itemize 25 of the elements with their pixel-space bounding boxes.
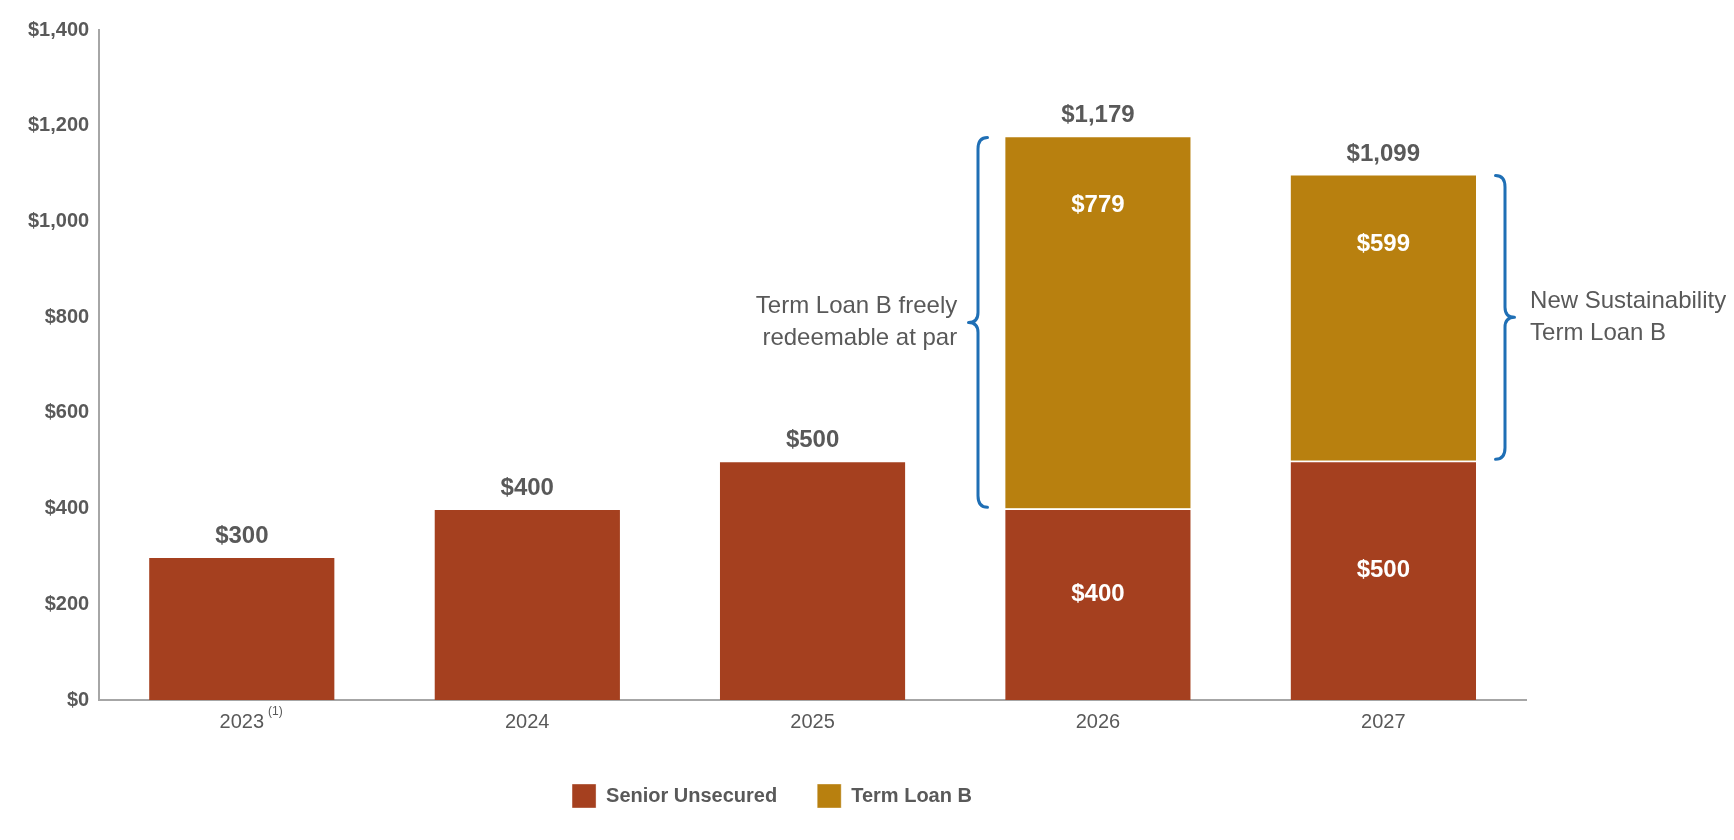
data-label: $500 <box>1356 554 1411 582</box>
y-tick-label: $1,400 <box>28 17 90 40</box>
total-label: $400 <box>500 473 554 501</box>
total-label: $500 <box>785 425 840 453</box>
legend-label: Senior Unsecured <box>606 783 778 806</box>
legend-label: Term Loan B <box>851 783 972 806</box>
x-tick-label: 2026 <box>1075 709 1121 732</box>
total-label: $1,179 <box>1061 100 1135 128</box>
x-tick-label: 2024 <box>504 709 550 732</box>
y-tick-label: $800 <box>44 304 90 327</box>
y-tick-label: $0 <box>66 687 90 710</box>
data-label: $779 <box>1071 190 1125 218</box>
y-tick-label: $600 <box>44 400 90 423</box>
annotation: Term Loan B freely redeemable at par <box>755 290 958 350</box>
y-tick-label: $200 <box>44 591 90 614</box>
y-tick-label: $1,200 <box>28 113 90 136</box>
text: New Sustainability Term Loan B <box>1530 286 1727 346</box>
data-label: $400 <box>1071 578 1125 606</box>
x-tick-label: 2025 <box>790 709 835 732</box>
y-tick-label: $1,000 <box>28 208 90 231</box>
total-label: $1,099 <box>1346 138 1421 166</box>
total-label: $300 <box>215 521 269 549</box>
data-label: $599 <box>1356 228 1411 256</box>
y-tick-label: $400 <box>44 496 90 519</box>
x-tick-label: 2027 <box>1361 709 1406 732</box>
